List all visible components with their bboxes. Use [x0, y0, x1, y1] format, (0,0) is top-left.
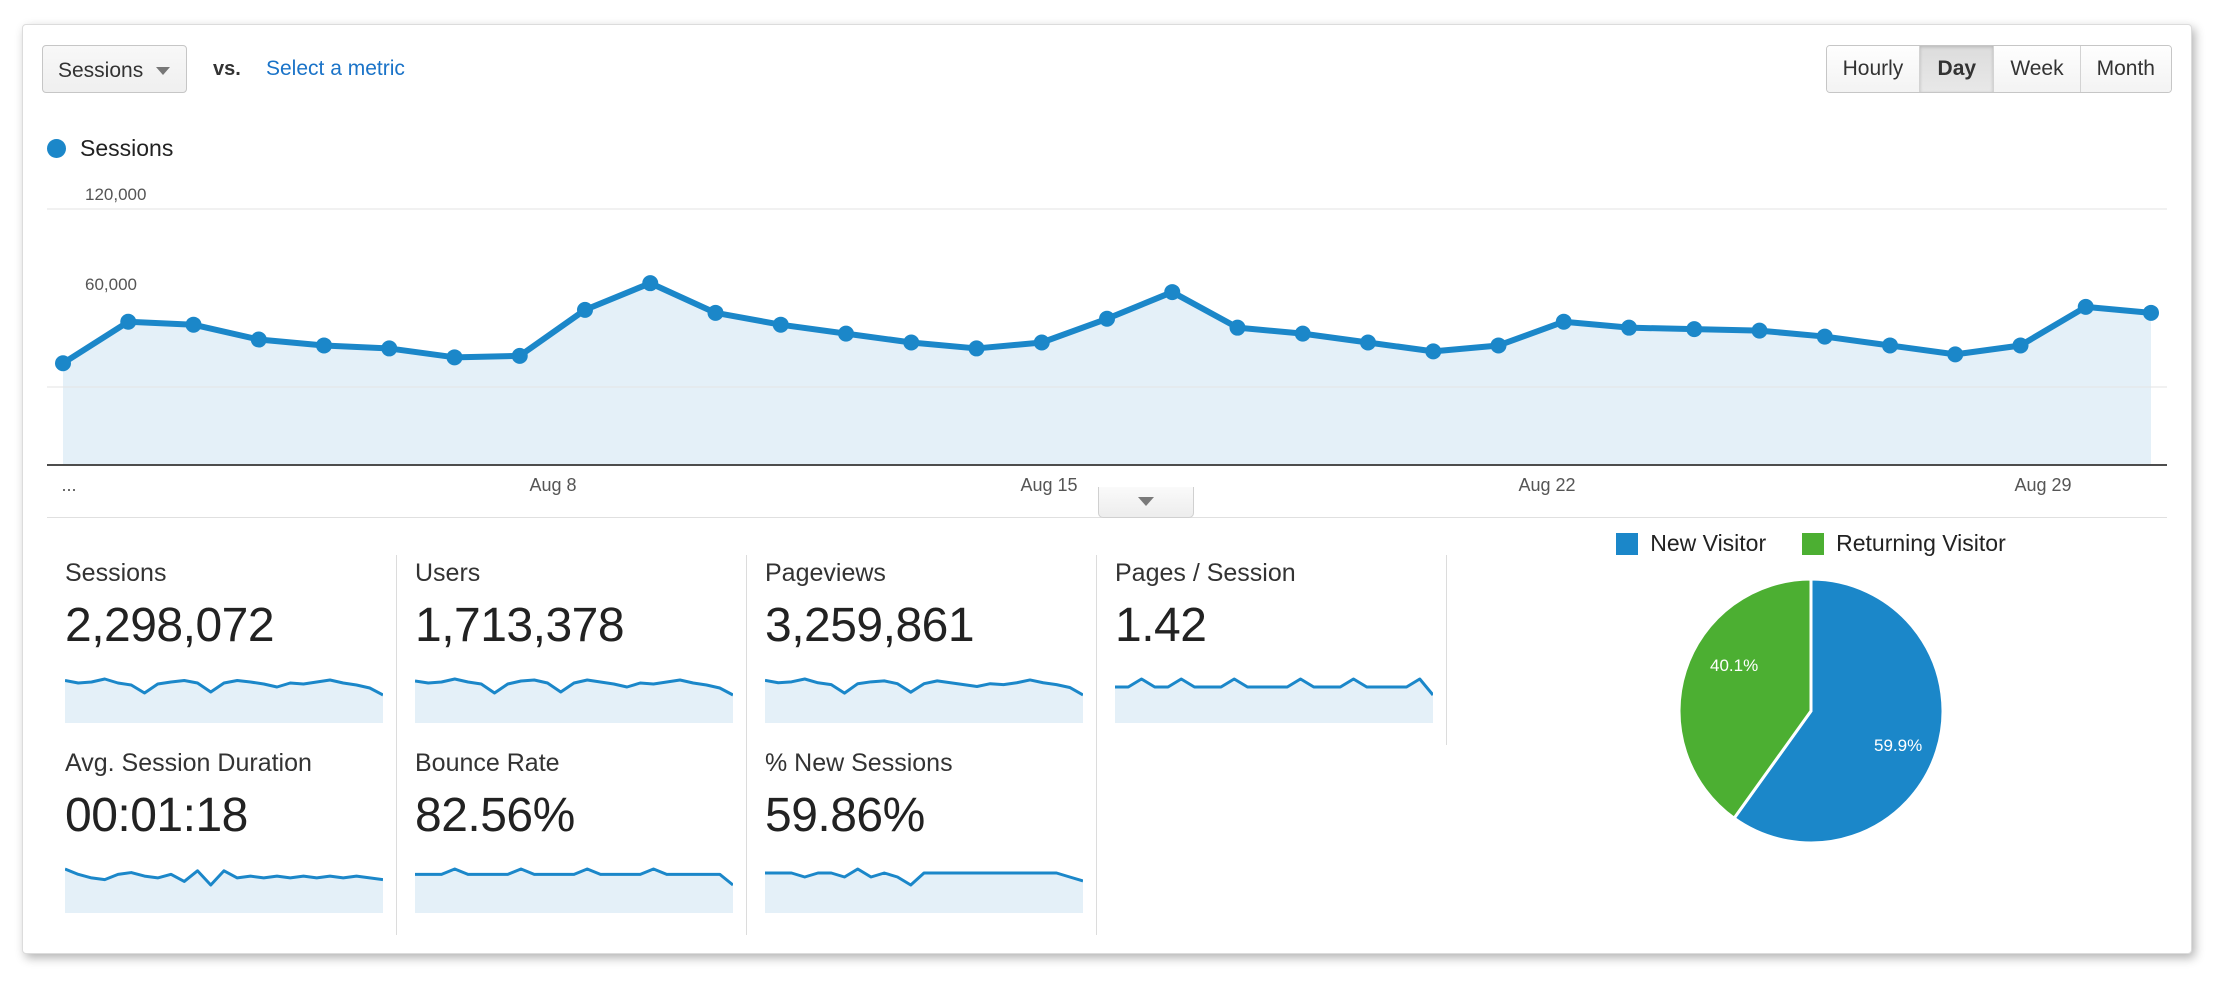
collapse-chart-handle[interactable] — [1098, 487, 1194, 518]
chart-legend: Sessions — [47, 135, 173, 162]
metric-select-label: Sessions — [58, 59, 144, 82]
metric-card-value: 00:01:18 — [65, 789, 248, 842]
sessions-line-chart-svg — [47, 208, 2167, 466]
x-axis-tick-4: Aug 29 — [2014, 475, 2072, 495]
pie-slice-label-returning-visitor: 40.1% — [1710, 656, 1759, 675]
legend-series-label: Sessions — [80, 135, 174, 161]
sparkline-percent-new-sessions — [765, 865, 1083, 913]
pie-legend-swatch-returning-visitor — [1802, 532, 1825, 555]
metric-card-value: 1.42 — [1115, 599, 1207, 652]
metric-card-row-2: Avg. Session Duration 00:01:18 Bounce Ra… — [47, 745, 1447, 935]
pie-legend-label-returning-visitor: Returning Visitor — [1836, 530, 2006, 556]
granularity-button-day[interactable]: Day — [1920, 46, 1995, 92]
metric-select-dropdown[interactable]: Sessions — [42, 45, 187, 93]
metric-card-pages-per-session[interactable]: Pages / Session 1.42 — [1097, 555, 1447, 745]
x-axis: ... Aug 8 Aug 15 Aug 22 Aug 29 — [47, 475, 2167, 515]
sparkline-sessions — [65, 675, 383, 723]
metric-card-title: % New Sessions — [765, 749, 953, 777]
metric-card-title: Users — [415, 559, 481, 587]
pie-graphic[interactable]: 59.9% 40.1% — [1677, 577, 1945, 845]
granularity-label-hourly: Hourly — [1842, 57, 1904, 80]
pie-slice-label-new-visitor: 59.9% — [1874, 736, 1923, 755]
metric-card-percent-new-sessions[interactable]: % New Sessions 59.86% — [747, 745, 1097, 935]
pie-chart-svg — [1677, 577, 1945, 845]
sparkline-pageviews — [765, 675, 1083, 723]
x-axis-tick-0: ... — [61, 475, 77, 495]
metric-card-pageviews[interactable]: Pageviews 3,259,861 — [747, 555, 1097, 745]
chevron-down-icon — [156, 67, 170, 75]
metric-card-value: 82.56% — [415, 789, 575, 842]
granularity-button-week[interactable]: Week — [1994, 46, 2081, 92]
sessions-line-chart[interactable]: 120,000 60,000 — [47, 175, 2167, 475]
pie-legend-item-returning-visitor[interactable]: Returning Visitor — [1802, 530, 2006, 557]
select-a-metric-link[interactable]: Select a metric — [266, 57, 405, 80]
pie-legend: New Visitor Returning Visitor — [1461, 530, 2161, 557]
metric-card-value: 2,298,072 — [65, 599, 275, 652]
vs-label: vs. — [213, 58, 241, 80]
metric-card-title: Sessions — [65, 559, 167, 587]
legend-dot-icon — [47, 139, 66, 158]
visitor-type-pie-chart: New Visitor Returning Visitor 59.9% 40.1… — [1461, 530, 2161, 910]
sparkline-avg-session-duration — [65, 865, 383, 913]
metric-card-title: Pages / Session — [1115, 559, 1296, 587]
y-axis-label-mid: 60,000 — [85, 275, 137, 294]
dashboard-panel: Sessions vs. Select a metric Hourly Day … — [22, 24, 2192, 954]
pie-legend-item-new-visitor[interactable]: New Visitor — [1616, 530, 1766, 557]
metric-card-sessions[interactable]: Sessions 2,298,072 — [47, 555, 397, 745]
metric-card-bounce-rate[interactable]: Bounce Rate 82.56% — [397, 745, 747, 935]
granularity-button-hourly[interactable]: Hourly — [1826, 46, 1921, 92]
chevron-down-icon — [1138, 497, 1154, 506]
metric-card-title: Bounce Rate — [415, 749, 560, 777]
granularity-label-month: Month — [2096, 57, 2155, 80]
pie-legend-label-new-visitor: New Visitor — [1650, 530, 1767, 556]
metric-card-row-1: Sessions 2,298,072 Users 1,713,378 Pagev… — [47, 555, 1447, 745]
metric-card-value: 3,259,861 — [765, 599, 975, 652]
chart-toolbar: Sessions vs. Select a metric Hourly Day … — [23, 25, 2191, 103]
metric-card-title: Pageviews — [765, 559, 886, 587]
metric-card-value: 59.86% — [765, 789, 925, 842]
metric-card-empty — [1097, 745, 1447, 935]
pie-legend-swatch-new-visitor — [1616, 532, 1639, 555]
metric-cards: Sessions 2,298,072 Users 1,713,378 Pagev… — [47, 555, 1447, 935]
x-axis-tick-3: Aug 22 — [1518, 475, 1576, 495]
sparkline-pages-per-session — [1115, 675, 1433, 723]
sparkline-users — [415, 675, 733, 723]
metric-card-avg-session-duration[interactable]: Avg. Session Duration 00:01:18 — [47, 745, 397, 935]
sparkline-bounce-rate — [415, 865, 733, 913]
metric-card-value: 1,713,378 — [415, 599, 625, 652]
granularity-button-month[interactable]: Month — [2080, 46, 2171, 92]
granularity-label-day: Day — [1937, 57, 1977, 80]
y-axis-label-top: 120,000 — [85, 185, 147, 204]
metric-card-title: Avg. Session Duration — [65, 749, 312, 777]
metric-card-users[interactable]: Users 1,713,378 — [397, 555, 747, 745]
granularity-label-week: Week — [2010, 57, 2064, 80]
granularity-selector: Hourly Day Week Month — [1825, 45, 2172, 93]
x-axis-tick-1: Aug 8 — [529, 475, 577, 495]
x-axis-tick-2: Aug 15 — [1020, 475, 1078, 495]
